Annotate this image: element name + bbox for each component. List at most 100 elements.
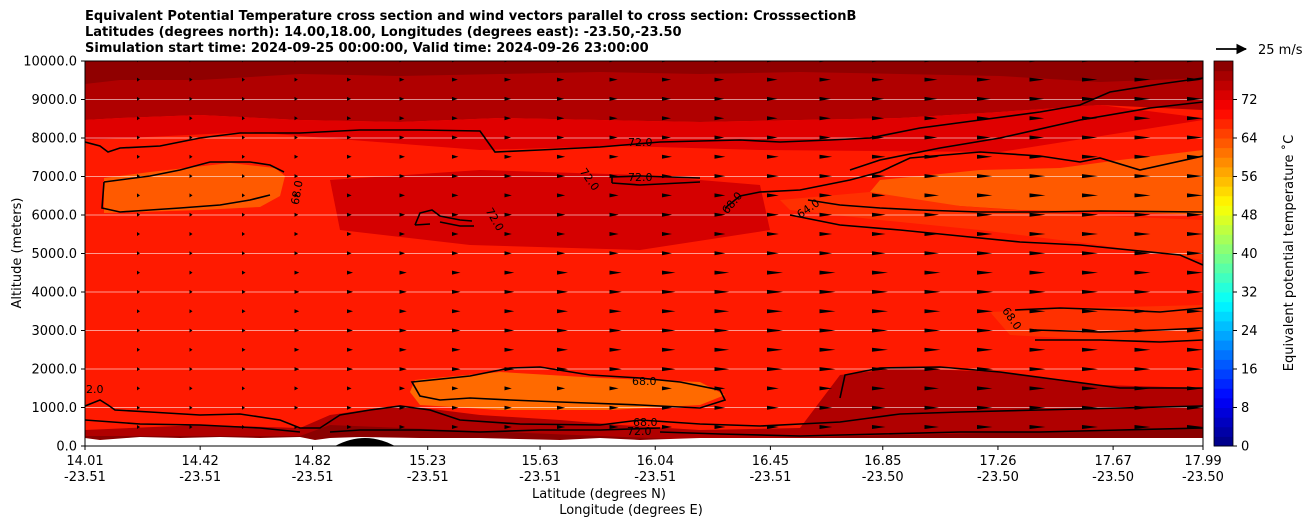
- wind-arrow: [294, 77, 298, 82]
- wind-arrow: [399, 96, 405, 101]
- wind-arrow: [557, 425, 566, 429]
- wind-arrow: [452, 174, 459, 179]
- wind-key-label: 25 m/s: [1258, 43, 1303, 58]
- wind-arrow: [294, 309, 300, 314]
- wind-arrow: [872, 405, 886, 410]
- wind-arrow: [294, 174, 299, 179]
- wind-arrow: [557, 405, 566, 410]
- wind-arrow: [714, 328, 730, 333]
- colorbar-band: [1214, 292, 1233, 303]
- colorbar-band: [1214, 282, 1233, 293]
- wind-arrow: [137, 154, 140, 159]
- wind-arrow: [137, 77, 140, 82]
- x-tick-label-lat: 17.99: [1184, 454, 1221, 469]
- wind-arrow: [452, 405, 459, 410]
- wind-arrow: [452, 193, 459, 198]
- wind-arrow: [924, 425, 939, 429]
- wind-arrow: [504, 289, 515, 294]
- wind-arrow: [662, 77, 671, 82]
- wind-arrow: [714, 193, 726, 198]
- wind-arrow: [872, 270, 888, 275]
- wind-arrow: [189, 212, 193, 217]
- wind-arrow: [1134, 425, 1151, 429]
- wind-arrow: [242, 193, 245, 198]
- x-tick-label-lon: -23.50: [977, 470, 1019, 485]
- wind-arrow: [609, 289, 622, 294]
- wind-arrow: [1134, 367, 1151, 372]
- wind-arrow: [189, 347, 193, 352]
- wind-arrow: [347, 212, 352, 217]
- wind-arrow: [399, 116, 405, 121]
- y-tick-label: 4000.0: [32, 286, 78, 301]
- wind-arrow: [452, 96, 458, 101]
- wind-arrow: [242, 174, 245, 179]
- wind-arrow: [872, 193, 886, 198]
- y-tick-label: 3000.0: [32, 324, 78, 339]
- wind-arrow: [872, 347, 888, 352]
- x-axis: 14.01-23.5114.42-23.5114.82-23.5115.23-2…: [64, 446, 1224, 485]
- wind-arrow: [137, 174, 140, 179]
- wind-arrow: [662, 425, 672, 429]
- wind-arrow: [399, 328, 407, 333]
- colorbar-band: [1214, 109, 1233, 120]
- wind-arrow: [977, 135, 991, 140]
- wind-arrow: [767, 174, 779, 179]
- wind-arrow: [1029, 347, 1046, 352]
- colorbar-tick-label: 40: [1241, 247, 1258, 262]
- wind-arrow: [924, 309, 941, 314]
- wind-arrow: [819, 405, 833, 410]
- wind-arrow: [1082, 289, 1098, 294]
- wind-arrow: [609, 96, 618, 101]
- wind-arrow: [1082, 212, 1098, 217]
- wind-arrow: [294, 232, 299, 236]
- wind-arrow: [819, 425, 833, 429]
- wind-arrow: [819, 347, 836, 352]
- colorbar-band: [1214, 330, 1233, 341]
- wind-arrow: [609, 77, 618, 82]
- y-tick-label: 5000.0: [32, 247, 78, 262]
- wind-arrow: [924, 328, 941, 333]
- wind-arrow: [137, 212, 140, 217]
- wind-arrow: [452, 289, 461, 294]
- wind-arrow: [767, 425, 779, 429]
- field-upper-darker: [85, 61, 1203, 84]
- wind-arrow: [819, 174, 833, 179]
- wind-arrow: [609, 405, 619, 410]
- wind-arrow: [662, 270, 676, 275]
- wind-arrow: [399, 232, 405, 236]
- wind-arrow: [1187, 386, 1203, 391]
- y-tick-label: 8000.0: [32, 132, 78, 147]
- wind-arrow: [294, 154, 299, 159]
- wind-arrow: [1029, 232, 1046, 236]
- colorbar-band: [1214, 407, 1233, 418]
- y-tick-label: 6000.0: [32, 209, 78, 224]
- wind-arrow: [662, 386, 672, 391]
- wind-arrow: [1029, 193, 1046, 198]
- wind-arrow: [347, 135, 352, 140]
- colorbar-band: [1214, 301, 1233, 312]
- colorbar-band: [1214, 253, 1233, 264]
- wind-arrow: [767, 309, 783, 314]
- wind-arrow: [662, 135, 671, 140]
- wind-arrow: [662, 154, 672, 159]
- colorbar-band: [1214, 349, 1233, 360]
- colorbar-band: [1214, 263, 1233, 274]
- wind-arrow: [1029, 328, 1046, 333]
- wind-arrow: [1082, 96, 1098, 101]
- colorbar-band: [1214, 186, 1233, 197]
- wind-arrow: [924, 289, 941, 294]
- wind-arrow: [767, 77, 778, 82]
- wind-arrow: [1187, 425, 1203, 429]
- wind-arrow: [1187, 347, 1203, 352]
- wind-arrow: [242, 425, 245, 429]
- wind-arrow: [1029, 425, 1046, 429]
- wind-arrow: [242, 251, 245, 256]
- wind-arrow: [714, 154, 726, 159]
- wind-arrow: [504, 251, 512, 256]
- colorbar-band: [1214, 311, 1233, 322]
- wind-arrow: [872, 96, 885, 101]
- wind-arrow: [609, 328, 622, 333]
- colorbar-label: Equivalent potential temperature ˚C: [1281, 135, 1297, 371]
- wind-arrow: [1134, 289, 1151, 294]
